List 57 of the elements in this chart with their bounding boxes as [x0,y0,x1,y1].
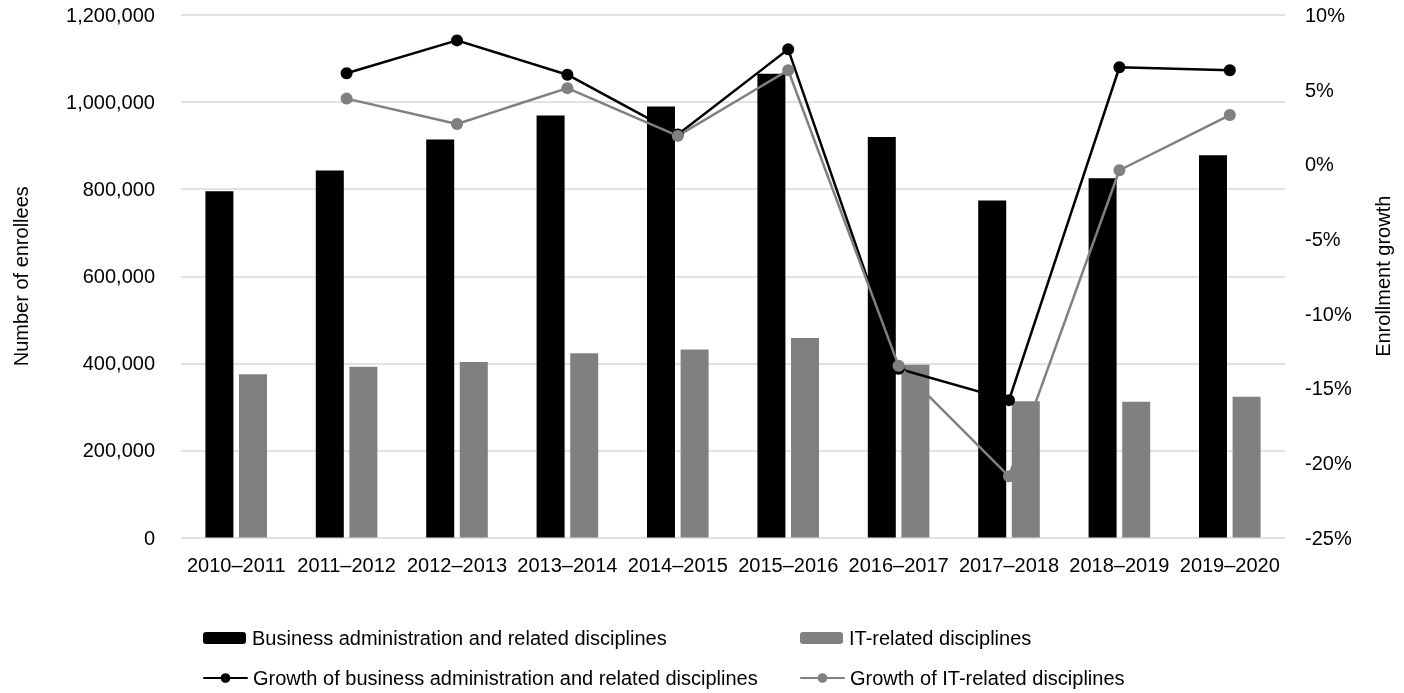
bar [1232,396,1261,538]
x-tick-label: 2019–2020 [1179,553,1280,576]
y2-tick-label: 0% [1305,153,1335,176]
bar [536,115,565,538]
x-tick-label: 2013–2014 [517,553,618,576]
y2-tick-label: -20% [1305,451,1352,474]
bar [349,366,378,538]
x-tick-label: 2011–2012 [297,553,396,576]
point [340,67,353,80]
bar [570,353,599,538]
bar [426,139,455,538]
bar [680,349,709,538]
bar [1122,401,1151,538]
x-tick-label: 2018–2019 [1069,553,1170,576]
y2-tick-label: -15% [1305,377,1352,400]
y-tick-label: 1,000,000 [66,91,155,114]
y2-axis-title: Enrollment growth [1372,195,1394,357]
y2-tick-label: -25% [1305,526,1352,549]
y-tick-label: 800,000 [82,178,155,201]
bar [1088,178,1117,538]
bar [459,362,488,538]
x-tick-label: 2012–2013 [406,553,508,576]
y-tick-label: 1,200,000 [66,4,155,26]
x-tick-label: 2014–2015 [627,553,728,576]
point [561,82,574,95]
point [1223,109,1236,122]
y2-tick-label: 10% [1305,4,1346,26]
y2-tick-label: -5% [1305,227,1341,250]
x-tick-label: 2015–2016 [738,553,839,576]
y2-tick-label: 5% [1305,78,1335,101]
y-tick-label: 400,000 [82,352,155,375]
legend-label: Business administration and related disciplines [252,627,667,649]
bar [315,170,344,538]
x-tick-label: 2017–2018 [958,553,1060,576]
bar [791,338,819,538]
bar [205,191,234,538]
bar [1199,155,1227,538]
point [782,43,795,56]
bar [239,374,267,538]
point [561,68,574,81]
point [782,64,795,77]
point [1223,64,1236,77]
y-tick-label: 600,000 [82,265,155,288]
point [451,34,463,47]
point [1113,61,1126,74]
x-tick-label: 2016–2017 [848,553,949,576]
legend-label: Growth of business administration and related disciplines [253,667,758,689]
point [340,92,353,105]
legend-label: IT-related disciplines [849,627,1032,649]
y-tick-label: 200,000 [82,439,155,462]
y2-tick-label: -10% [1305,302,1352,325]
legend-label: Growth of IT-related disciplines [850,667,1125,689]
y-tick-label: 0 [143,526,155,549]
y-axis-title: Number of enrollees [10,186,32,367]
x-tick-label: 2010–2011 [186,553,286,576]
point [451,117,463,130]
point [1113,164,1126,177]
